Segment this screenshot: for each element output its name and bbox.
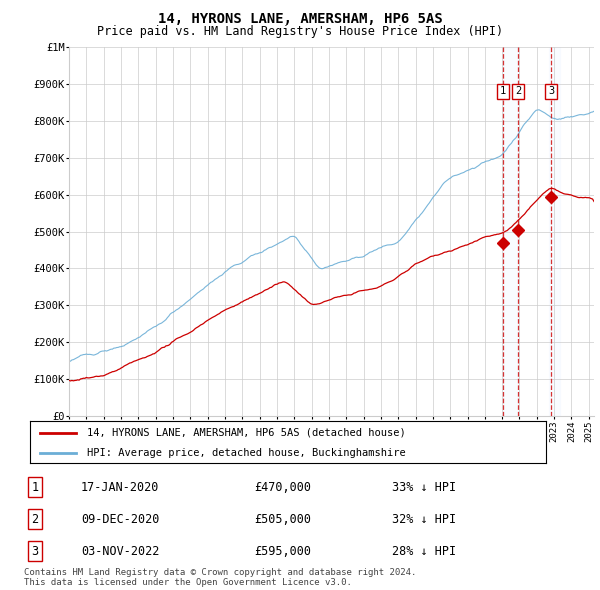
Text: 17-JAN-2020: 17-JAN-2020 (81, 481, 160, 494)
Text: 2: 2 (31, 513, 38, 526)
Text: 3: 3 (31, 545, 38, 558)
Text: 2: 2 (515, 87, 521, 96)
Text: 33% ↓ HPI: 33% ↓ HPI (392, 481, 456, 494)
Bar (503, 47, 518, 416)
Text: 03-NOV-2022: 03-NOV-2022 (81, 545, 160, 558)
Text: 32% ↓ HPI: 32% ↓ HPI (392, 513, 456, 526)
Text: £595,000: £595,000 (254, 545, 311, 558)
Bar (548, 47, 560, 416)
Text: Price paid vs. HM Land Registry's House Price Index (HPI): Price paid vs. HM Land Registry's House … (97, 25, 503, 38)
Text: 1: 1 (31, 481, 38, 494)
Text: £470,000: £470,000 (254, 481, 311, 494)
Text: 09-DEC-2020: 09-DEC-2020 (81, 513, 160, 526)
Text: HPI: Average price, detached house, Buckinghamshire: HPI: Average price, detached house, Buck… (87, 448, 406, 457)
Text: 3: 3 (548, 87, 554, 96)
Text: 28% ↓ HPI: 28% ↓ HPI (392, 545, 456, 558)
Text: 1: 1 (500, 87, 506, 96)
Text: 14, HYRONS LANE, AMERSHAM, HP6 5AS: 14, HYRONS LANE, AMERSHAM, HP6 5AS (158, 12, 442, 26)
Text: £505,000: £505,000 (254, 513, 311, 526)
Text: Contains HM Land Registry data © Crown copyright and database right 2024.
This d: Contains HM Land Registry data © Crown c… (24, 568, 416, 587)
Text: 14, HYRONS LANE, AMERSHAM, HP6 5AS (detached house): 14, HYRONS LANE, AMERSHAM, HP6 5AS (deta… (87, 428, 406, 438)
